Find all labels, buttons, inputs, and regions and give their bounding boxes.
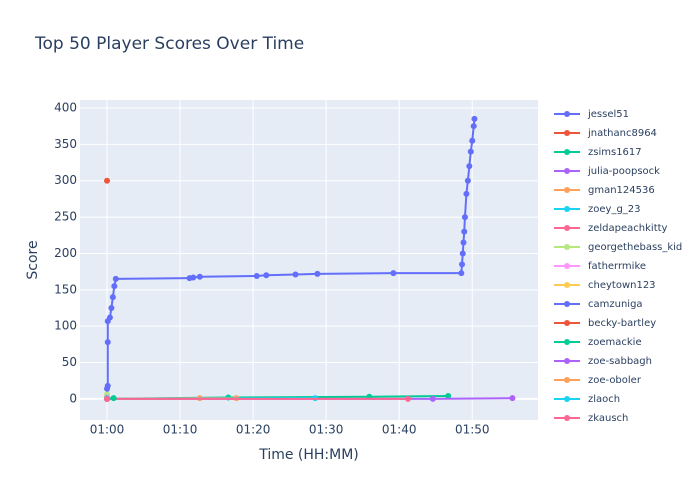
data-point bbox=[253, 273, 260, 279]
data-point bbox=[104, 395, 111, 402]
legend-marker bbox=[564, 263, 570, 269]
legend-marker bbox=[564, 301, 570, 307]
data-point bbox=[467, 148, 474, 155]
x-tick-label: 01:10 bbox=[163, 423, 198, 437]
legend-label[interactable]: zlaoch bbox=[588, 394, 620, 405]
y-tick-label: 350 bbox=[54, 137, 77, 151]
legend-label[interactable]: zeldapeachkitty bbox=[588, 223, 668, 234]
y-tick-label: 400 bbox=[54, 101, 77, 115]
data-point bbox=[110, 395, 117, 402]
y-tick-label: 100 bbox=[54, 319, 77, 333]
legend-label[interactable]: zkausch bbox=[588, 413, 628, 424]
data-point bbox=[104, 385, 111, 392]
x-tick-label: 01:40 bbox=[382, 423, 417, 437]
data-point bbox=[471, 115, 478, 122]
data-point bbox=[459, 250, 466, 257]
y-tick-label: 50 bbox=[62, 355, 77, 369]
plot-area bbox=[104, 115, 516, 402]
data-point bbox=[459, 261, 466, 268]
legend-marker bbox=[564, 130, 570, 136]
x-tick-label: 01:50 bbox=[455, 423, 490, 437]
y-tick-label: 150 bbox=[54, 282, 77, 296]
y-tick-label: 300 bbox=[54, 173, 77, 187]
data-point bbox=[263, 272, 270, 279]
data-point bbox=[461, 228, 468, 235]
data-point bbox=[196, 273, 203, 280]
grid bbox=[80, 100, 538, 420]
legend-label[interactable]: georgethebass_kid bbox=[588, 242, 682, 253]
legend-label[interactable]: jessel51 bbox=[587, 109, 629, 120]
y-tick-label: 0 bbox=[69, 391, 77, 405]
legend-marker bbox=[564, 377, 570, 383]
x-axis-label: Time (HH:MM) bbox=[258, 447, 359, 463]
legend-marker bbox=[564, 244, 570, 250]
data-point bbox=[112, 275, 119, 282]
legend-marker bbox=[564, 149, 570, 155]
x-tick-label: 01:20 bbox=[236, 423, 271, 437]
y-tick-label: 200 bbox=[54, 246, 77, 260]
legend-marker bbox=[564, 396, 570, 402]
chart-title: Top 50 Player Scores Over Time bbox=[34, 34, 304, 54]
data-point bbox=[458, 270, 465, 277]
data-point bbox=[464, 177, 471, 184]
legend-marker bbox=[564, 415, 570, 421]
legend-label[interactable]: fatherrmike bbox=[588, 261, 646, 272]
legend-label[interactable]: gman124536 bbox=[588, 185, 655, 196]
data-point bbox=[470, 123, 477, 130]
legend-marker bbox=[564, 358, 570, 364]
data-point bbox=[404, 395, 411, 402]
data-point bbox=[461, 214, 468, 221]
x-tick-label: 01:30 bbox=[309, 423, 344, 437]
legend-label[interactable]: zoe-sabbagh bbox=[588, 356, 652, 367]
data-point bbox=[463, 190, 470, 197]
data-point bbox=[109, 294, 116, 301]
legend-label[interactable]: zoemackie bbox=[588, 337, 642, 348]
data-point bbox=[314, 270, 321, 277]
legend-marker bbox=[564, 339, 570, 345]
data-point bbox=[108, 305, 115, 311]
data-point bbox=[111, 283, 118, 290]
data-point bbox=[429, 395, 436, 402]
legend[interactable]: jessel51 jnathanc8964 zsims1617 julia-poops… bbox=[554, 109, 682, 424]
legend-label[interactable]: zoey_g_23 bbox=[588, 204, 641, 215]
y-axis-label: Score bbox=[25, 240, 41, 279]
legend-label[interactable]: zsims1617 bbox=[588, 147, 642, 158]
data-point bbox=[460, 239, 467, 246]
data-point bbox=[104, 339, 111, 346]
data-point bbox=[445, 393, 452, 399]
data-point bbox=[390, 270, 397, 277]
x-tick-label: 01:00 bbox=[90, 423, 125, 437]
data-point bbox=[466, 163, 473, 170]
legend-marker bbox=[564, 282, 570, 288]
legend-marker bbox=[564, 206, 570, 212]
legend-marker bbox=[564, 168, 570, 174]
y-tick-label: 250 bbox=[54, 210, 77, 224]
data-point bbox=[509, 395, 516, 402]
legend-label[interactable]: camzuniga bbox=[588, 299, 643, 310]
legend-label[interactable]: julia-poopsock bbox=[587, 166, 660, 177]
data-point bbox=[292, 271, 299, 278]
data-point bbox=[190, 274, 197, 281]
plot-background bbox=[80, 100, 538, 420]
legend-label[interactable]: zoe-oboler bbox=[588, 375, 642, 386]
legend-marker bbox=[564, 187, 570, 193]
legend-label[interactable]: becky-bartley bbox=[588, 318, 656, 329]
legend-label[interactable]: cheytown123 bbox=[588, 280, 656, 291]
data-point bbox=[469, 137, 476, 144]
data-point bbox=[106, 314, 113, 321]
legend-marker bbox=[564, 111, 570, 117]
legend-label[interactable]: jnathanc8964 bbox=[587, 128, 657, 139]
legend-marker bbox=[564, 320, 570, 326]
legend-marker bbox=[564, 225, 570, 231]
data-point bbox=[104, 177, 111, 184]
